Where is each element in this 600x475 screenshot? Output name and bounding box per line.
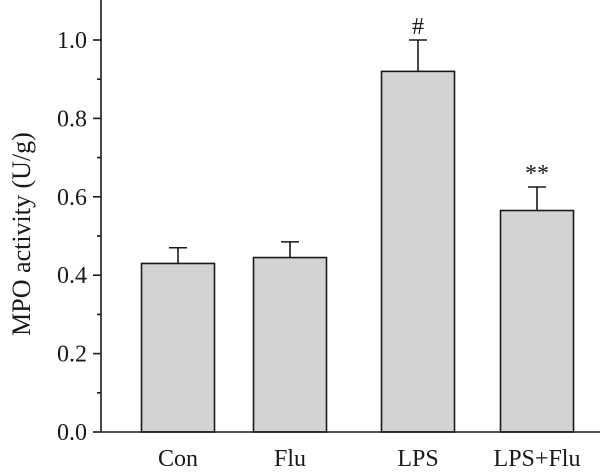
y-tick-label-0: 0.0 xyxy=(57,420,87,446)
significance-mark-2: # xyxy=(412,14,424,40)
annotations-layer: # ** xyxy=(412,14,549,187)
bar-lps xyxy=(380,70,456,433)
y-tick-label-5: 1.0 xyxy=(57,28,87,54)
axes-layer xyxy=(100,0,600,433)
y-axis-label: MPO activity (U/g) xyxy=(7,132,36,336)
error-bars-layer xyxy=(169,39,546,264)
x-tick-label-1: Flu xyxy=(274,446,306,472)
y-tick-label-1: 0.2 xyxy=(57,342,87,368)
significance-mark-3: ** xyxy=(525,161,549,187)
x-tick-label-0: Con xyxy=(158,446,198,472)
y-tick-label-2: 0.4 xyxy=(57,263,87,289)
bar-lps-flu xyxy=(499,209,575,433)
y-tick-label-3: 0.6 xyxy=(57,185,87,211)
bar-con xyxy=(140,262,216,433)
bars-layer xyxy=(140,70,575,433)
y-ticks-layer: 0.0 0.2 0.4 0.6 0.8 1.0 xyxy=(57,28,101,446)
x-tick-label-2: LPS xyxy=(397,446,438,472)
bar-flu xyxy=(252,256,328,433)
y-tick-label-4: 0.8 xyxy=(57,106,87,132)
x-labels-layer: Con Flu LPS LPS+Flu xyxy=(158,446,580,472)
x-tick-label-3: LPS+Flu xyxy=(494,446,581,472)
